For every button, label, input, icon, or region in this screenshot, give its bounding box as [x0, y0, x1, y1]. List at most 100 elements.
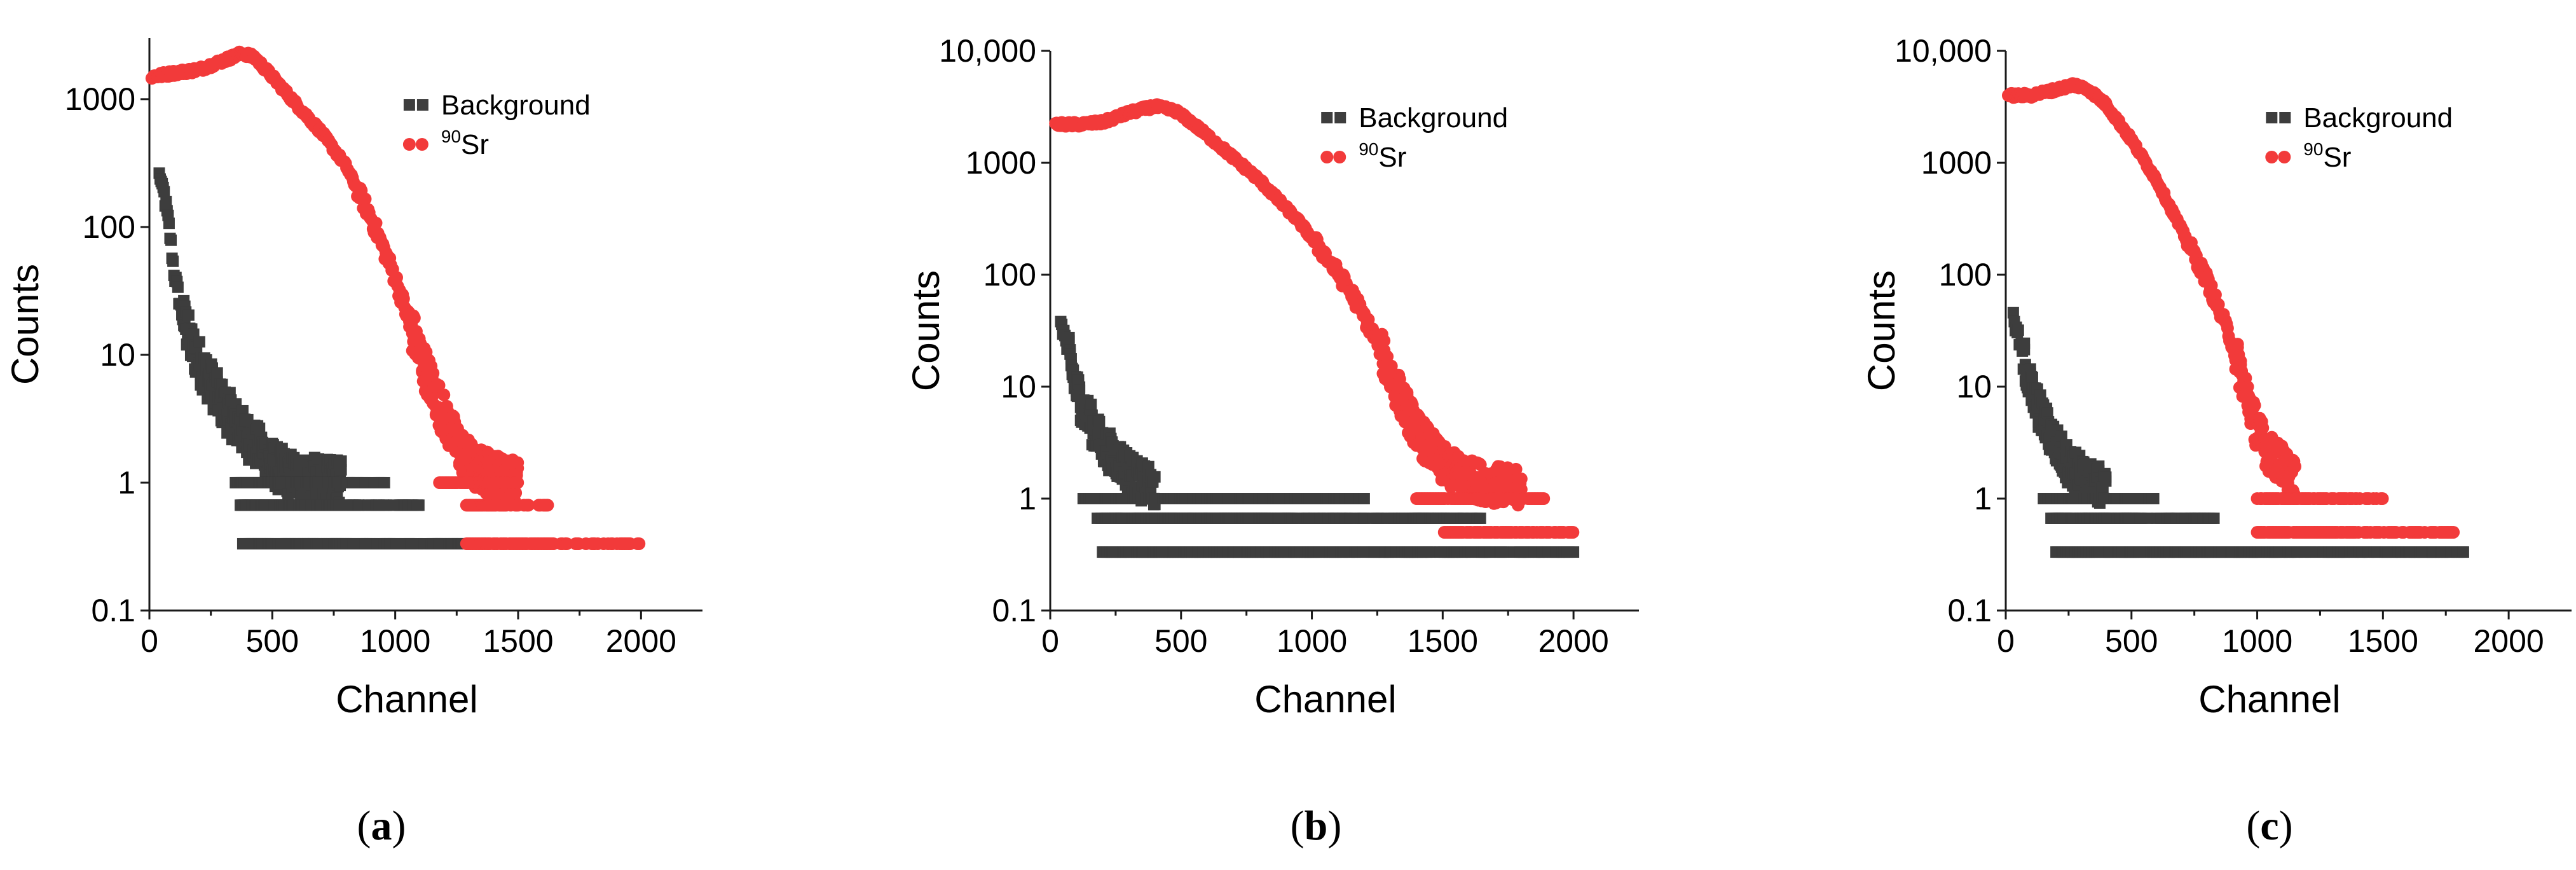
panel-label-paren: ) [2279, 803, 2293, 849]
legend: Background 90Sr [402, 90, 591, 160]
y-tick-label: 10 [1956, 369, 1992, 404]
legend-label: 90Sr [441, 127, 489, 160]
data-point [511, 476, 524, 489]
legend-label: Background [2303, 102, 2453, 134]
legend-label: Background [441, 90, 591, 121]
data-point [193, 336, 205, 348]
legend-label-superscript: 90 [2303, 139, 2323, 159]
data-point [335, 455, 347, 467]
data-point [2447, 525, 2460, 539]
chart-svg: 0 500 1000 1500 2000 0.1 1 10 100 1000 Channel Coun… [4, 38, 702, 849]
data-point [1358, 512, 1370, 524]
panel-label-paren: ) [392, 803, 406, 849]
data-point [1425, 546, 1437, 558]
data-point [165, 234, 177, 246]
data-point [2231, 338, 2244, 351]
legend-label-superscript: 90 [1359, 139, 1378, 159]
data-point [633, 537, 646, 550]
data-point [2142, 512, 2154, 524]
data-point [2041, 407, 2053, 419]
data-point [335, 464, 347, 476]
data-point [1514, 472, 1528, 485]
data-point [1474, 512, 1486, 524]
x-tick-label: 1500 [2348, 623, 2418, 659]
data-point [2248, 399, 2261, 412]
y-tick-label: 10 [1001, 369, 1036, 404]
data-point [2018, 343, 2031, 356]
y-tick-label: 100 [1939, 257, 1992, 293]
panel-label-paren: ( [2246, 803, 2260, 849]
legend-marker-background [403, 99, 415, 111]
data-point [511, 456, 524, 469]
data-point [1484, 546, 1497, 558]
data-point [1568, 546, 1580, 558]
data-point [2234, 354, 2247, 368]
x-axis-title: Channel [2198, 678, 2341, 721]
x-tick-label: 500 [1154, 623, 1207, 659]
legend-marker-background [1334, 112, 1346, 123]
data-point [1358, 493, 1370, 504]
panel-label-letter: b [1305, 803, 1328, 849]
y-tick-label: 0.1 [992, 593, 1036, 628]
y-tick-label: 100 [983, 257, 1036, 293]
data-point [158, 186, 170, 198]
chart-svg: 0 500 1000 1500 2000 0.1 1 10 100 1000 10,000 Chann… [905, 33, 1639, 849]
legend-marker-background [2279, 112, 2291, 123]
legend: Background 90Sr [2265, 102, 2453, 173]
legend-marker-background [1321, 112, 1333, 123]
legend-label-superscript: 90 [441, 127, 461, 146]
data-point [2256, 421, 2270, 434]
x-tick-label: 1500 [483, 623, 553, 659]
data-point [2026, 371, 2038, 383]
panel-c: 0 500 1000 1500 2000 0.1 1 10 100 1000 10,000 Chann… [1716, 0, 2575, 870]
data-point [432, 379, 446, 392]
data-point [2457, 546, 2469, 558]
data-point [2208, 512, 2220, 524]
data-point [172, 281, 184, 293]
x-tick-label: 500 [2105, 623, 2158, 659]
x-tick-label: 2000 [606, 623, 676, 659]
legend-marker-sr90 [402, 138, 416, 151]
data-point [2100, 475, 2112, 487]
data-point [211, 367, 223, 379]
legend-marker-sr90 [1320, 151, 1334, 163]
series-sr90 [145, 45, 646, 550]
data-point [437, 388, 451, 401]
legend: Background 90Sr [1320, 102, 1508, 173]
panel-label-paren: ( [1291, 803, 1305, 849]
data-point [408, 311, 421, 324]
legend-label-text: Sr [2323, 142, 2351, 173]
y-tick-label: 10,000 [939, 33, 1036, 69]
series-background [1055, 315, 1580, 558]
y-tick-label: 10,000 [1894, 33, 1992, 69]
x-axis-title: Channel [1254, 678, 1397, 721]
y-axis-title: Counts [1860, 270, 1903, 391]
data-point [353, 499, 366, 511]
y-tick-label: 1 [118, 465, 135, 501]
data-point [378, 476, 390, 488]
y-tick-label: 10 [100, 337, 135, 373]
data-point [359, 192, 372, 205]
data-point [1085, 398, 1097, 410]
x-tick-label: 0 [1997, 623, 2015, 659]
data-point [413, 499, 425, 511]
data-point [2288, 460, 2301, 473]
data-point [1378, 334, 1391, 347]
y-axis-title: Counts [4, 264, 46, 385]
y-tick-label: 1000 [966, 145, 1036, 181]
data-point [560, 537, 573, 550]
y-tick-label: 100 [83, 209, 135, 245]
panel-label: (a) [357, 803, 406, 849]
x-tick-label: 0 [140, 623, 158, 659]
legend-marker-background [2266, 112, 2278, 123]
x-tick-label: 1000 [360, 623, 430, 659]
x-axis-title: Channel [336, 678, 478, 721]
data-point [2007, 307, 2019, 319]
legend-marker-sr90 [1333, 151, 1346, 163]
data-point [160, 195, 172, 207]
panel-label-paren: ( [357, 803, 371, 849]
data-point [254, 422, 266, 434]
data-point [1093, 415, 1106, 427]
x-tick-label: 0 [1041, 623, 1059, 659]
